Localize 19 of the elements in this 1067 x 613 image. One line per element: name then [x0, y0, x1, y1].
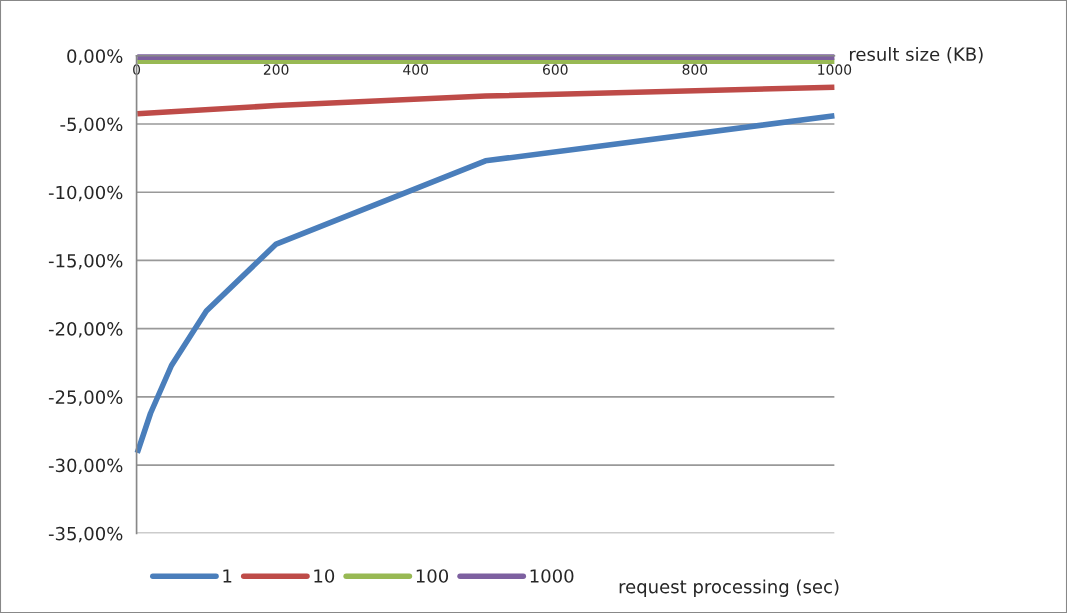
x-axis-title: result size (KB) — [849, 47, 983, 64]
legend-label: 1000 — [530, 569, 574, 583]
x-tick-label: 800 — [682, 64, 708, 75]
x-tick-label: 400 — [403, 64, 429, 75]
x-tick-label: 1000 — [818, 64, 852, 75]
y-tick-label: -30,00% — [48, 458, 123, 475]
legend-label: 1 — [223, 569, 232, 583]
y-tick-label: -35,00% — [48, 526, 123, 543]
y-tick-label: -15,00% — [48, 253, 123, 270]
y-tick-label: -20,00% — [48, 322, 123, 338]
y-tick-label: -5,00% — [60, 117, 123, 133]
x-tick-label: 600 — [542, 64, 568, 75]
y-tick-label: -25,00% — [48, 390, 123, 406]
legend-label: 10 — [314, 569, 335, 583]
y-tick-label: -10,00% — [48, 185, 123, 202]
x-tick-label: 200 — [263, 64, 289, 75]
legend-title: request processing (sec) — [619, 579, 839, 597]
legend-label: 100 — [416, 569, 449, 583]
y-tick-label: 0,00% — [67, 49, 123, 65]
